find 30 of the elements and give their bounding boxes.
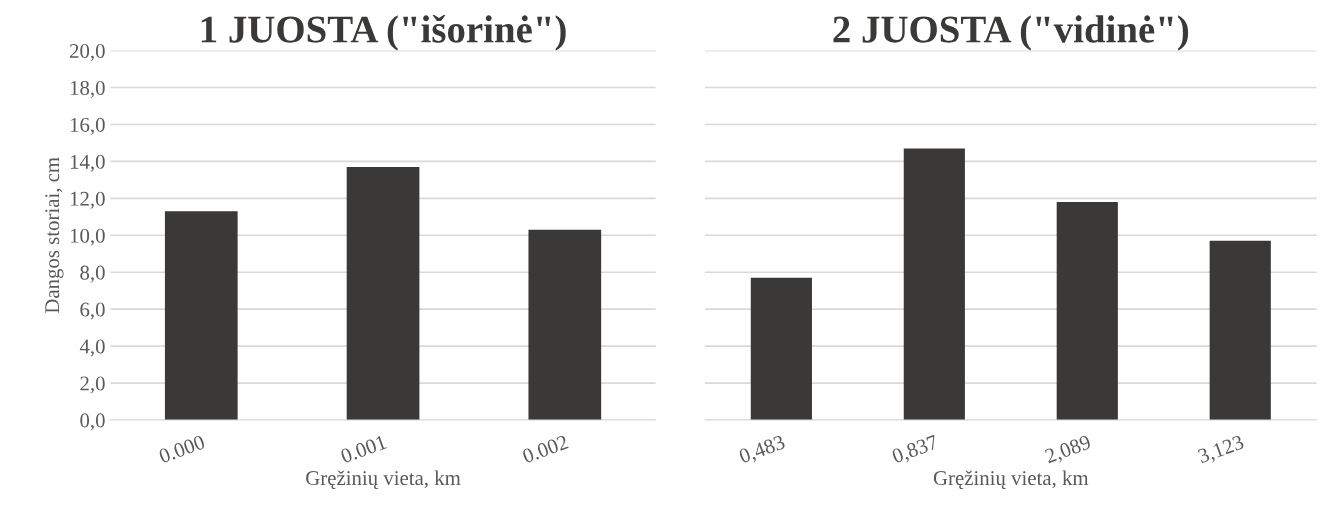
y-tick-label: 0,0	[80, 413, 105, 431]
x-tick-label: 3,123	[1197, 434, 1246, 467]
bar	[750, 277, 812, 420]
x-tick-label: 2,089	[1044, 434, 1093, 467]
bar	[1209, 240, 1271, 420]
y-tick-label: 10,0	[70, 228, 105, 246]
x-tick-label: 0.002	[521, 434, 569, 464]
y-tick-label: 16,0	[70, 117, 105, 135]
x-tick-label: 0,483	[738, 434, 787, 467]
x-tick-label: 0,837	[891, 434, 940, 467]
x-axis-title: Gręžinių vieta, km	[933, 470, 1089, 489]
bar	[346, 166, 420, 420]
y-tick-label: 14,0	[70, 154, 105, 172]
chart-title: 1 JUOSTA ("išorinė")	[201, 14, 566, 51]
y-tick-label: 4,0	[79, 339, 105, 357]
bar	[1056, 202, 1118, 420]
x-axis-title: Gręžinių vieta, km	[306, 470, 461, 489]
y-axis-title: Dangos storiai, cm	[45, 157, 64, 314]
y-tick-label: 8,0	[80, 265, 105, 283]
chart-title: 2 JUOSTA ("vidinė")	[833, 15, 1189, 51]
y-tick-label: 2,0	[80, 376, 105, 394]
y-tick-label: 18,0	[70, 80, 105, 98]
x-tick-label: 0.000	[158, 434, 206, 464]
bar	[903, 148, 965, 420]
y-tick-label: 20,0	[69, 43, 105, 62]
y-tick-label: 12,0	[70, 191, 105, 209]
bar	[164, 211, 238, 420]
x-tick-label: 0.001	[339, 434, 387, 464]
bar	[528, 229, 602, 420]
y-tick-label: 6,0	[80, 302, 105, 320]
